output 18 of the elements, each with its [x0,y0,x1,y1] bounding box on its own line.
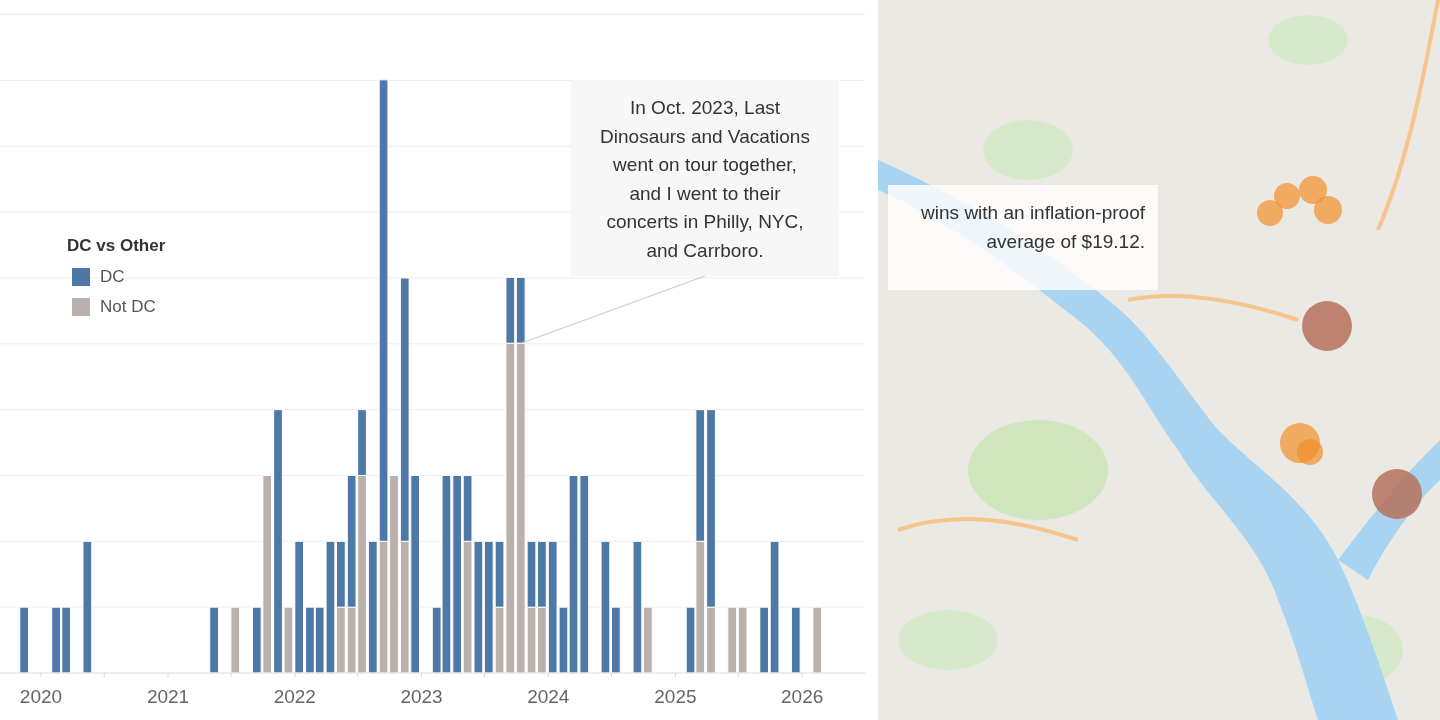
x-tick-label: 2026 [781,686,824,708]
x-tick-label: 2024 [527,686,570,708]
bar [230,606,241,673]
legend-label: Not DC [100,297,156,317]
x-tick-label: 2020 [19,686,63,708]
x-tick-label: 2025 [654,686,697,708]
bar [19,606,30,673]
legend-title: DC vs Other [67,236,166,256]
bar [82,540,93,673]
bar [209,606,219,673]
bar [812,606,823,673]
annotation: In Oct. 2023, Last Dinosaurs and Vacations went on tour together, and I went to their concerts in Philly, NYC, and Carrboro. [600,97,810,261]
x-tick-label: 2023 [400,686,443,708]
text: wins with an inflation-proof average of $19.12. [921,202,1145,252]
x-tick-label: 2022 [273,686,316,708]
legend-label: DC [100,267,125,287]
x-tick-label: 2021 [146,686,190,708]
bar [790,606,801,673]
